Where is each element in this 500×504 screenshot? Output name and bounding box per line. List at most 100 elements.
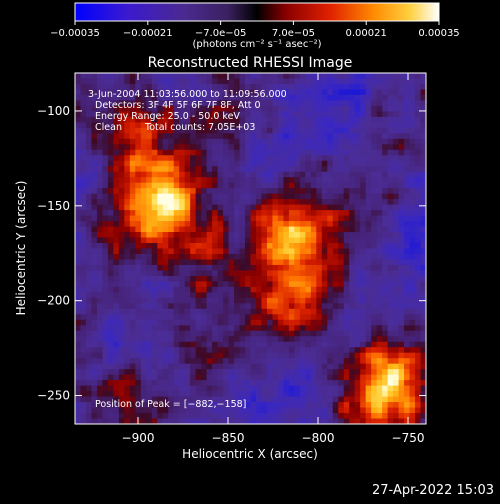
heatmap-cell [102,352,109,359]
heatmap-cell [245,407,252,414]
heatmap-cell [179,297,186,304]
heatmap-cell [398,385,405,392]
heatmap-cell [85,160,93,167]
y-axis-label: Heliocentric Y (arcsec) [14,181,28,316]
heatmap-cell [365,122,372,129]
heatmap-cell [245,347,252,354]
heatmap-cell [393,369,400,376]
heatmap-cell [217,78,224,85]
heatmap-cell [91,160,98,167]
heatmap-cell [75,160,82,167]
heatmap-cell [201,385,208,392]
heatmap-cell [85,221,93,228]
heatmap-cell [151,385,158,392]
heatmap-cell [261,297,268,304]
heatmap-cell [157,243,164,250]
heatmap-cell [173,160,180,167]
heatmap-cell [85,259,93,266]
heatmap-cell [277,144,284,151]
heatmap-cell [239,83,246,91]
heatmap-cell [157,314,164,321]
heatmap-cell [360,243,367,250]
heatmap-cell [409,319,416,326]
heatmap-cell [75,122,82,129]
heatmap-cell [162,402,169,409]
heatmap-cell [343,270,350,277]
heatmap-cell [415,105,422,112]
heatmap-cell [349,182,356,189]
heatmap-cell [360,155,367,162]
heatmap-cell [162,303,169,310]
heatmap-cell [415,210,422,217]
heatmap-cell [195,226,202,233]
heatmap-cell [376,314,383,321]
heatmap-cell [190,341,197,348]
heatmap-cell [140,73,147,80]
heatmap-cell [179,149,186,156]
heatmap-cell [102,127,109,134]
heatmap-cell [206,363,213,370]
heatmap-cell [409,171,416,178]
heatmap-cell [96,281,104,288]
heatmap-cell [255,369,263,376]
heatmap-cell [360,253,367,261]
heatmap-cell [305,391,312,398]
heatmap-cell [140,369,147,376]
heatmap-cell [288,221,295,228]
heatmap-cell [228,385,235,392]
heatmap-cell [129,385,136,392]
heatmap-cell [376,78,383,85]
heatmap-cell [316,374,323,381]
heatmap-cell [201,138,208,145]
heatmap-cell [398,199,405,206]
heatmap-cell [168,336,175,343]
heatmap-cell [113,116,120,123]
heatmap-cell [96,116,104,123]
heatmap-cell [387,127,394,134]
heatmap-cell [415,193,422,200]
heatmap-cell [151,352,158,359]
heatmap-cell [168,380,175,387]
heatmap-cell [316,166,323,173]
heatmap-cell [250,380,257,387]
heatmap-cell [420,303,426,310]
heatmap-cell [151,374,158,381]
heatmap-cell [129,380,136,387]
heatmap-cell [234,253,241,261]
heatmap-cell [277,347,284,354]
heatmap-cell [129,336,136,343]
heatmap-cell [228,270,235,277]
heatmap-cell [327,380,334,387]
heatmap-cell [102,270,109,277]
heatmap-cell [173,149,180,156]
heatmap-cell [393,292,400,299]
heatmap-cell [234,226,241,233]
heatmap-cell [96,308,104,315]
heatmap-cell [239,221,246,228]
heatmap-cell [316,325,323,332]
heatmap-cell [173,363,180,370]
heatmap-cell [228,253,235,261]
heatmap-cell [404,341,411,348]
heatmap-cell [255,259,263,266]
heatmap-cell [415,385,422,392]
heatmap-cell [283,286,290,293]
heatmap-cell [146,160,153,167]
heatmap-cell [371,215,378,222]
heatmap-cell [135,221,142,228]
heatmap-cell [107,352,114,359]
heatmap-cell [228,281,235,288]
heatmap-cell [168,182,175,189]
heatmap-cell [201,413,208,420]
heatmap-cell [124,264,131,272]
heatmap-cell [398,369,405,376]
heatmap-cell [184,391,191,398]
heatmap-cell [371,133,378,140]
heatmap-cell [261,259,268,266]
heatmap-cell [376,182,383,189]
heatmap-cell [195,308,202,315]
heatmap-cell [371,407,378,414]
heatmap-cell [184,270,191,277]
heatmap-cell [288,171,295,178]
heatmap-cell [360,396,367,403]
